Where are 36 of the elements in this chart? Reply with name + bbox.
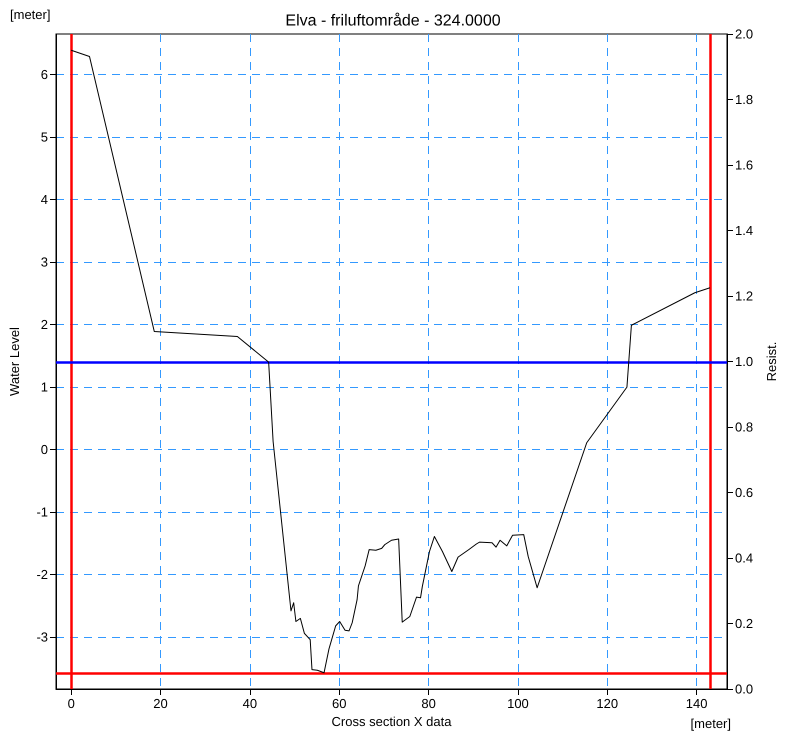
y-tick-label: 3 <box>40 254 48 270</box>
y-axis-title: Water Level <box>7 326 22 396</box>
y2-tick-label: 2.0 <box>735 26 754 42</box>
x-tick-label: 40 <box>242 696 258 711</box>
y2-tick-label: 1.4 <box>735 223 754 238</box>
y2-tick-label: 1.0 <box>735 354 754 369</box>
text: [meter] <box>690 716 732 731</box>
x-tick-label: 140 <box>686 696 708 711</box>
y2-tick-label: 0.8 <box>735 420 754 434</box>
x-tick-label: 100 <box>507 696 529 711</box>
x-tick-label: 80 <box>421 696 436 711</box>
y-tick-label: -2 <box>36 567 48 582</box>
y2-tick-label: 1.2 <box>735 288 754 304</box>
y-tick-label: 0 <box>40 442 48 458</box>
chart-title: Elva - friluftområde - 324.0000 <box>285 12 501 30</box>
y2-tick-label: 1.8 <box>735 92 754 107</box>
y2-tick-label: 0.6 <box>735 485 754 500</box>
y-tick-label: -1 <box>36 504 48 520</box>
y2-tick-label: 0.4 <box>735 550 754 566</box>
x-axis-title: Cross section X data <box>332 714 452 729</box>
y-tick-label: -3 <box>36 630 48 645</box>
y2-tick-label: 0.2 <box>735 616 754 631</box>
line-series <box>70 50 711 674</box>
x-tick-label: 20 <box>153 696 168 711</box>
y-tick-label: 5 <box>40 130 48 145</box>
y2-axis-title: Resist. <box>764 342 779 382</box>
x-tick-label: 60 <box>332 696 346 711</box>
y2-tick-label: 0.0 <box>735 682 754 696</box>
y-tick-label: 4 <box>40 192 48 208</box>
y-tick-label: 2 <box>40 317 48 332</box>
text: [meter] <box>10 7 50 22</box>
x-tick-label: 0 <box>68 696 75 711</box>
y-tick-label: 1 <box>40 380 48 395</box>
x-tick-label: 120 <box>596 696 618 711</box>
y-tick-label: 6 <box>40 67 48 82</box>
y2-tick-label: 1.6 <box>735 158 754 172</box>
